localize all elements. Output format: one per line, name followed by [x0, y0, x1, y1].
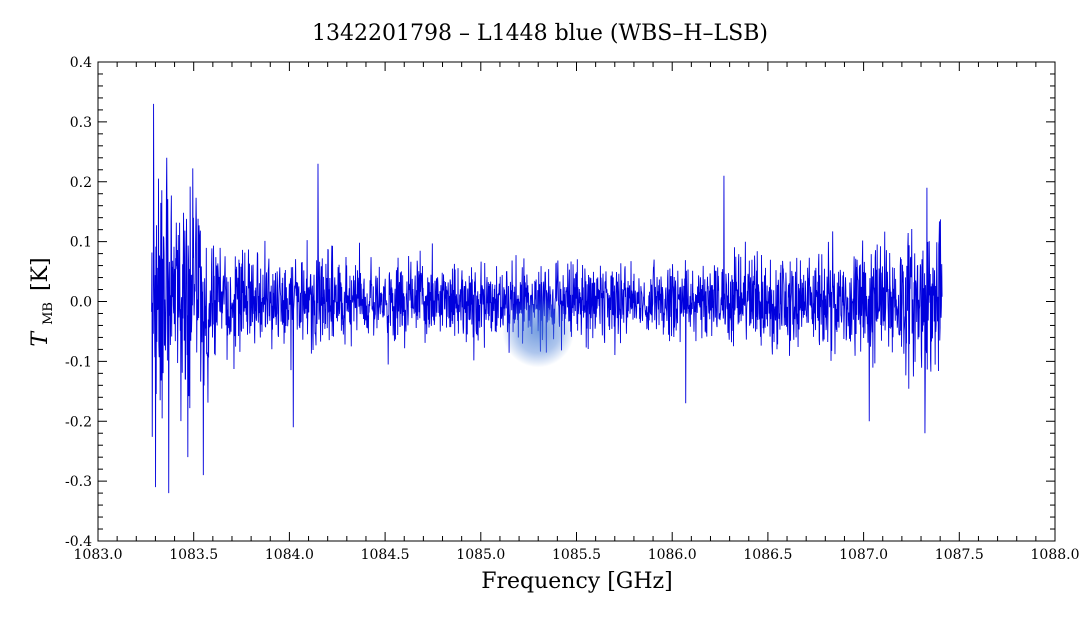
- y-axis-label-sub: MB: [41, 302, 56, 325]
- highlight-circle: [502, 295, 575, 368]
- y-tick-label: -0.4: [65, 534, 92, 550]
- x-tick-label: 1088.0: [1031, 547, 1080, 563]
- y-axis-label-unit: [K]: [28, 257, 53, 291]
- x-tick-label: 1083.5: [169, 547, 218, 563]
- x-tick-label: 1083.0: [74, 547, 123, 563]
- x-tick-label: 1085.5: [552, 547, 601, 563]
- spectrum-line: [151, 103, 943, 494]
- y-tick-label: 0.0: [70, 295, 92, 311]
- spectrum-series: [151, 103, 943, 494]
- x-tick-label: 1084.0: [265, 547, 314, 563]
- highlight-glow: [502, 295, 575, 368]
- svg-text:T MB [K]: T MB [K]: [28, 257, 58, 346]
- x-axis: 1083.0 1083.5 1084.0 1084.5 1085.0 1085.5 1086…: [74, 62, 1080, 563]
- y-tick-label: 0.3: [70, 115, 92, 131]
- x-tick-label: 1087.5: [935, 547, 984, 563]
- y-tick-label: -0.2: [65, 414, 92, 430]
- y-axis: -0.4 -0.3 -0.2 -0.1 0.0 0.1 0.2 0.3 0.4: [65, 55, 1055, 550]
- y-tick-label: -0.3: [65, 474, 92, 490]
- y-tick-label: 0.4: [70, 55, 92, 71]
- y-tick-label: -0.1: [65, 354, 92, 370]
- x-tick-label: 1086.5: [743, 547, 792, 563]
- x-axis-label: Frequency [GHz]: [481, 569, 673, 594]
- x-tick-label: 1084.5: [361, 547, 410, 563]
- x-tick-label: 1085.0: [456, 547, 505, 563]
- x-tick-label: 1086.0: [648, 547, 697, 563]
- y-axis-label: T MB [K]: [28, 257, 58, 346]
- chart-title: 1342201798 – L1448 blue (WBS–H–LSB): [312, 21, 768, 46]
- y-axis-label-main: T: [28, 330, 53, 347]
- y-tick-label: 0.1: [70, 235, 92, 251]
- y-tick-label: 0.2: [70, 175, 92, 191]
- x-tick-label: 1087.0: [839, 547, 888, 563]
